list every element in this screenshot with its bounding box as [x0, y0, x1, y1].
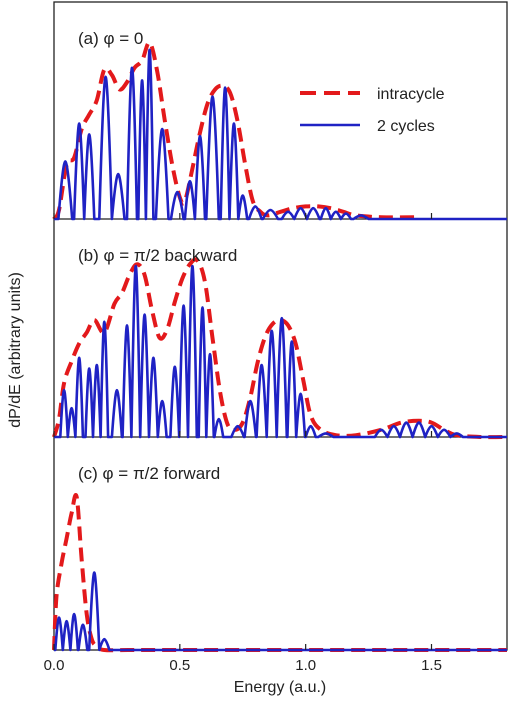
series-intracycle-line [52, 493, 507, 653]
panel-2: (b) φ = π/2 backward [52, 246, 508, 440]
x-axis-title: Energy (a.u.) [234, 679, 326, 696]
legend-intracycle-label: intracycle [377, 86, 445, 103]
y-axis-title: dP/dE (arbitrary units) [7, 272, 24, 428]
x-tick-label: 0.0 [44, 657, 65, 674]
x-axis: 0.0 0.5 1.0 1.5 [44, 213, 442, 674]
panel-title: (a) φ = 0 [78, 29, 143, 48]
panel-title: (c) φ = π/2 forward [78, 464, 220, 483]
panels: (a) φ = 0 (b) φ = π/2 backward (c) φ = π/2… [52, 29, 508, 653]
legend-2-cycles-label: 2 cycles [377, 118, 435, 135]
panel-1: (a) φ = 0 [52, 29, 507, 221]
x-tick-label: 0.5 [169, 657, 190, 674]
panel-title: (b) φ = π/2 backward [78, 246, 237, 265]
legend: intracycle 2 cycles [300, 86, 445, 135]
x-tick-label: 1.5 [421, 657, 442, 674]
panel-3: (c) φ = π/2 forward [52, 464, 507, 653]
series-intracycle-line [52, 257, 508, 440]
series-2-cycles-line [54, 571, 507, 652]
series-2-cycles-line [54, 264, 507, 439]
series-intracycle-line [52, 40, 419, 221]
x-tick-label: 1.0 [295, 657, 316, 674]
series-2-cycles-line [54, 48, 507, 221]
